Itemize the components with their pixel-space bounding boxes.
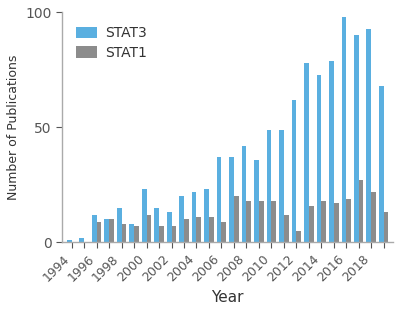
Bar (329, 61, 334, 242)
Bar (217, 157, 222, 242)
Bar (267, 130, 271, 242)
Bar (117, 208, 122, 242)
Bar (67, 240, 72, 242)
Bar (366, 28, 371, 242)
Bar (354, 36, 359, 242)
Y-axis label: Number of Publications: Number of Publications (7, 55, 20, 200)
Bar (196, 217, 201, 242)
Bar (316, 75, 321, 242)
Bar (271, 201, 276, 242)
Bar (229, 157, 234, 242)
Bar (384, 212, 388, 242)
Bar (146, 215, 151, 242)
Bar (142, 189, 146, 242)
Bar (334, 203, 338, 242)
Bar (109, 219, 114, 242)
Bar (284, 215, 288, 242)
Bar (309, 206, 314, 242)
Bar (104, 219, 109, 242)
Bar (192, 192, 196, 242)
Bar (304, 63, 309, 242)
Bar (346, 199, 351, 242)
Bar (259, 201, 264, 242)
Bar (371, 192, 376, 242)
Bar (122, 224, 126, 242)
Bar (184, 219, 189, 242)
Bar (209, 217, 214, 242)
Bar (254, 159, 259, 242)
Bar (79, 238, 84, 242)
Bar (296, 231, 301, 242)
Legend: STAT3, STAT1: STAT3, STAT1 (69, 19, 154, 67)
Bar (154, 208, 159, 242)
Bar (234, 196, 239, 242)
Bar (379, 86, 384, 242)
Bar (92, 215, 97, 242)
Bar (134, 226, 139, 242)
Bar (222, 222, 226, 242)
Bar (97, 222, 101, 242)
Bar (167, 212, 172, 242)
Bar (359, 180, 364, 242)
Bar (246, 201, 251, 242)
X-axis label: Year: Year (212, 290, 244, 305)
Bar (159, 226, 164, 242)
Bar (342, 17, 346, 242)
Bar (279, 130, 284, 242)
Bar (172, 226, 176, 242)
Bar (321, 201, 326, 242)
Bar (204, 189, 209, 242)
Bar (179, 196, 184, 242)
Bar (129, 224, 134, 242)
Bar (292, 100, 296, 242)
Bar (242, 146, 246, 242)
